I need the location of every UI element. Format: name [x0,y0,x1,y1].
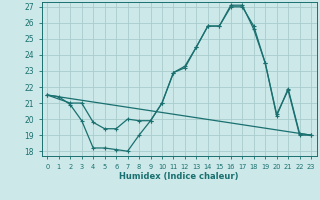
X-axis label: Humidex (Indice chaleur): Humidex (Indice chaleur) [119,172,239,181]
